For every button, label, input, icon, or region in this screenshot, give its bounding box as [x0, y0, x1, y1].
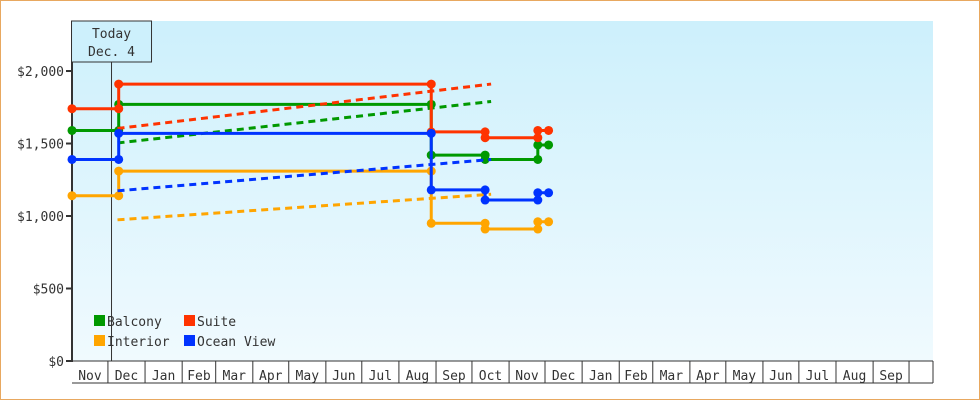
data-point: [480, 224, 490, 234]
x-tick-label: Aug: [843, 369, 866, 384]
y-tick-label: $1,000: [17, 210, 64, 225]
data-point: [544, 140, 554, 150]
legend-label: Ocean View: [197, 335, 275, 350]
forecast-line-interior: [117, 192, 492, 222]
y-tick-label: $0: [48, 355, 64, 370]
legend-swatch: [94, 335, 105, 346]
x-tick-label: Dec: [552, 369, 575, 384]
plot-area: [72, 21, 933, 361]
data-point: [544, 188, 554, 198]
legend-label: Balcony: [107, 315, 162, 330]
data-point: [114, 104, 124, 114]
data-point: [533, 140, 543, 150]
legend-label: Suite: [197, 315, 236, 330]
data-point: [480, 133, 490, 143]
x-tick-label: Sep: [879, 369, 903, 384]
data-point: [480, 185, 490, 195]
y-tick-label: $2,000: [17, 65, 64, 80]
forecast-line-ocean-view: [117, 157, 492, 193]
x-tick-label: Apr: [259, 369, 283, 384]
data-point: [114, 154, 124, 164]
data-point: [67, 125, 77, 135]
data-point: [114, 191, 124, 201]
x-tick-label: Dec: [115, 369, 138, 384]
data-point: [114, 79, 124, 89]
x-tick-label: Apr: [696, 369, 720, 384]
x-tick-label: Jan: [589, 369, 612, 384]
data-point: [114, 128, 124, 138]
data-point: [426, 128, 436, 138]
data-point: [533, 154, 543, 164]
data-point: [67, 104, 77, 114]
x-tick-label: Jun: [769, 369, 792, 384]
x-tick-label: May: [296, 369, 320, 384]
data-point: [533, 125, 543, 135]
data-point: [67, 154, 77, 164]
data-point: [544, 217, 554, 227]
data-point: [533, 217, 543, 227]
x-tick-label: Jul: [369, 369, 392, 384]
x-tick-label: Feb: [187, 369, 211, 384]
x-tick-label: May: [733, 369, 757, 384]
legend-swatch: [184, 315, 195, 326]
data-point: [480, 154, 490, 164]
x-tick-label: Nov: [515, 369, 539, 384]
forecast-line-suite: [117, 82, 492, 130]
data-point: [544, 125, 554, 135]
y-tick-label: $500: [33, 283, 64, 298]
x-tick-label: Jan: [152, 369, 175, 384]
x-tick-label: Mar: [223, 369, 247, 384]
data-point: [426, 218, 436, 228]
x-tick-label: Mar: [660, 369, 684, 384]
today-label-box: [71, 20, 153, 63]
today-date: Dec. 4: [88, 45, 135, 60]
x-tick-label: Nov: [78, 369, 102, 384]
legend-swatch: [184, 335, 195, 346]
x-tick-label: Aug: [406, 369, 429, 384]
data-point: [533, 188, 543, 198]
forecast-line-balcony: [117, 99, 492, 145]
x-tick-label: Jun: [332, 369, 355, 384]
today-label: Today: [92, 27, 131, 42]
x-tick-label: Sep: [442, 369, 466, 384]
x-tick-label: Feb: [624, 369, 648, 384]
data-point: [480, 195, 490, 205]
y-tick-label: $1,500: [17, 138, 64, 153]
legend-swatch: [94, 315, 105, 326]
data-point: [426, 185, 436, 195]
data-point: [533, 133, 543, 143]
x-tick-label: Oct: [479, 369, 502, 384]
legend-label: Interior: [107, 335, 170, 350]
x-tick-label: Jul: [806, 369, 829, 384]
data-point: [67, 191, 77, 201]
data-point: [114, 166, 124, 176]
data-point: [533, 195, 543, 205]
series-line-balcony: [72, 102, 549, 161]
data-point: [533, 224, 543, 234]
data-point: [426, 79, 436, 89]
